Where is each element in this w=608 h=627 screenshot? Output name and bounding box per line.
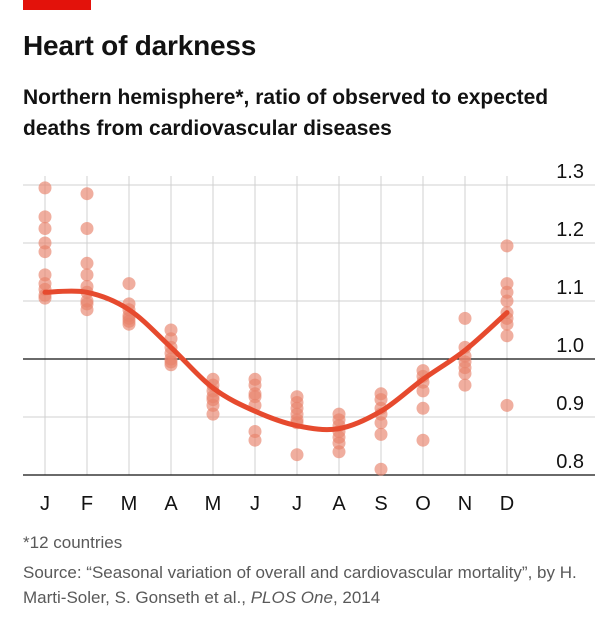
x-tick-label: O [415, 493, 431, 515]
country-point [374, 416, 388, 430]
chart-plot: 0.8 0.9 1.0 1.1 1.2 1.3 J F M A M J J A S O N D [23, 161, 595, 515]
y-tick-label: 0.9 [556, 393, 584, 415]
country-point [38, 181, 52, 195]
scatter-points [38, 181, 514, 476]
country-point [38, 245, 52, 259]
brand-accent-bar [23, 0, 91, 10]
source-note: Source: “Seasonal variation of overall a… [23, 560, 603, 610]
country-point [500, 239, 514, 253]
y-tick-label: 1.1 [556, 277, 584, 299]
country-point [416, 433, 430, 447]
country-point [164, 358, 178, 372]
average-line [42, 288, 510, 433]
x-tick-label: M [205, 493, 222, 515]
country-point [122, 277, 136, 291]
source-text: Source: “Seasonal variation of overall a… [23, 563, 577, 607]
x-tick-label: S [374, 493, 387, 515]
x-tick-label: A [332, 493, 346, 515]
y-tick-label: 0.8 [556, 451, 584, 473]
y-tick-label: 1.0 [556, 335, 584, 357]
country-point [80, 222, 94, 235]
x-tick-label: F [81, 493, 93, 515]
average-line-group [42, 288, 510, 433]
country-point [500, 317, 514, 331]
country-point [500, 398, 514, 412]
y-tick-label: 1.3 [556, 161, 584, 183]
country-point [458, 311, 472, 325]
country-point [38, 222, 52, 235]
gridlines [23, 176, 595, 476]
x-tick-label: J [292, 493, 302, 515]
axis-labels: 0.8 0.9 1.0 1.1 1.2 1.3 J F M A M J J A S O N D [40, 161, 584, 515]
x-tick-label: J [40, 493, 50, 515]
country-point [38, 291, 52, 305]
country-point [500, 294, 514, 308]
chart-title: Heart of darkness [23, 30, 257, 61]
country-point [80, 268, 94, 282]
footnote: *12 countries [23, 533, 123, 552]
x-tick-label: N [458, 493, 472, 515]
y-tick-label: 1.2 [556, 219, 584, 241]
country-point [500, 329, 514, 343]
country-point [416, 401, 430, 415]
country-point [80, 256, 94, 270]
country-point [38, 210, 52, 224]
country-point [458, 378, 472, 392]
source-year: , 2014 [332, 588, 381, 607]
country-point [290, 448, 304, 462]
chart-subtitle: Northern hemisphere*, ratio of observed … [23, 86, 549, 140]
x-tick-label: A [164, 493, 178, 515]
x-tick-label: D [500, 493, 514, 515]
x-tick-label: M [121, 493, 138, 515]
country-point [206, 407, 220, 421]
country-point [416, 384, 430, 398]
source-publication: PLOS One [250, 588, 333, 607]
x-tick-label: J [250, 493, 260, 515]
country-point [122, 317, 136, 331]
country-point [458, 367, 472, 380]
country-point [332, 445, 346, 459]
country-point [248, 433, 262, 447]
country-point [80, 187, 94, 201]
country-point [374, 427, 388, 441]
country-point [80, 303, 94, 317]
country-point [374, 462, 388, 476]
